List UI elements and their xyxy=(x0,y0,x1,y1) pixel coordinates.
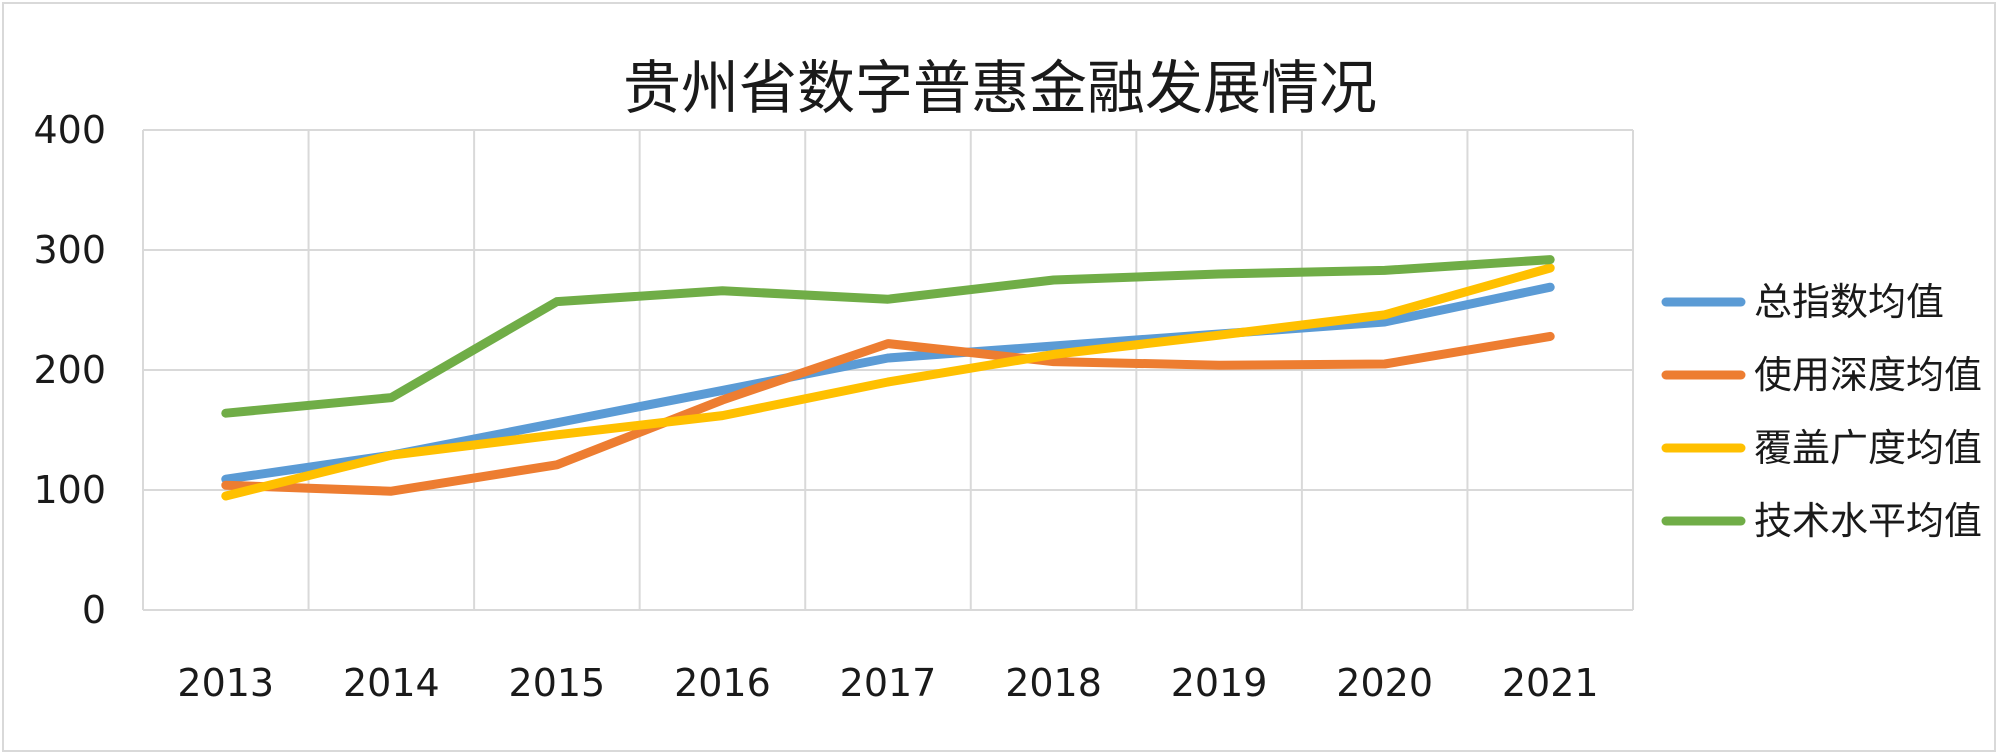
chart-title: 贵州省数字普惠金融发展情况 xyxy=(623,54,1377,122)
x-tick-label: 2016 xyxy=(674,661,771,705)
series-line-4 xyxy=(221,255,1555,418)
y-tick-label: 100 xyxy=(33,468,106,512)
x-tick-label: 2013 xyxy=(177,661,274,705)
legend-label: 总指数均值 xyxy=(1754,280,1944,324)
x-tick-label: 2019 xyxy=(1171,661,1268,705)
series-line-3 xyxy=(221,263,1555,501)
legend-item: 覆盖广度均值 xyxy=(1661,426,1982,470)
x-tick-label: 2014 xyxy=(343,661,440,705)
y-tick-label: 400 xyxy=(33,108,106,152)
y-tick-label: 300 xyxy=(33,228,106,272)
series-lines xyxy=(221,255,1555,501)
y-tick-label: 200 xyxy=(33,348,106,392)
x-tick-label: 2017 xyxy=(840,661,937,705)
x-tick-label: 2018 xyxy=(1005,661,1102,705)
grid xyxy=(142,129,1634,611)
x-tick-label: 2021 xyxy=(1502,661,1599,705)
legend-label: 技术水平均值 xyxy=(1754,499,1982,543)
legend-item: 使用深度均值 xyxy=(1661,353,1982,397)
y-axis-ticks: 0 100 200 300 400 xyxy=(33,108,106,632)
y-tick-label: 0 xyxy=(82,588,106,632)
x-tick-label: 2015 xyxy=(509,661,606,705)
legend-item: 技术水平均值 xyxy=(1661,499,1982,543)
legend-item: 总指数均值 xyxy=(1661,280,1944,324)
legend-label: 覆盖广度均值 xyxy=(1754,426,1982,470)
series-line-2 xyxy=(221,331,1555,496)
x-axis-ticks: 2013 2014 2015 2016 2017 2018 2019 2020 2021 xyxy=(177,661,1598,705)
x-tick-label: 2020 xyxy=(1336,661,1433,705)
legend-label: 使用深度均值 xyxy=(1754,353,1982,397)
